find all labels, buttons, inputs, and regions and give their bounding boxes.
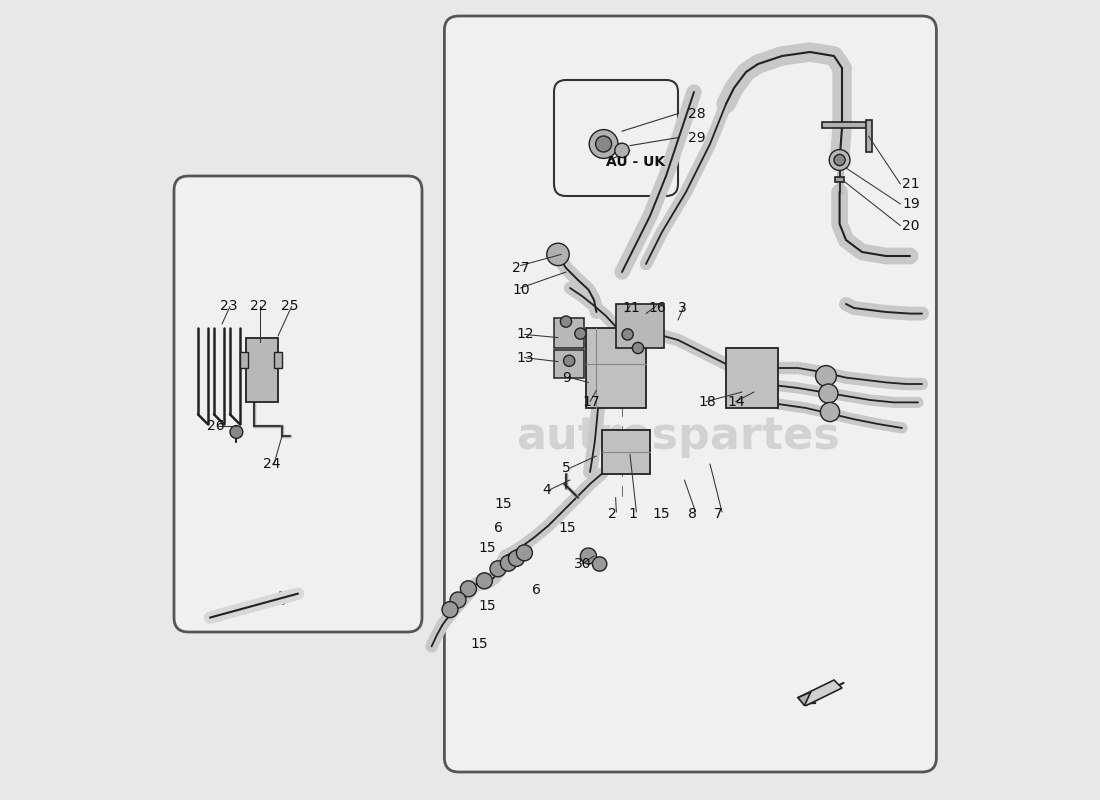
Bar bbox=[554, 350, 584, 378]
Text: 26: 26 bbox=[207, 418, 224, 433]
Circle shape bbox=[590, 130, 618, 158]
Circle shape bbox=[508, 550, 525, 566]
Text: 14: 14 bbox=[727, 394, 745, 409]
Text: 18: 18 bbox=[698, 394, 716, 409]
Text: 15: 15 bbox=[470, 637, 487, 651]
FancyBboxPatch shape bbox=[444, 16, 936, 772]
Text: 17: 17 bbox=[582, 394, 600, 409]
Text: 15: 15 bbox=[558, 521, 575, 535]
Bar bbox=[822, 122, 870, 128]
Text: 15: 15 bbox=[494, 497, 512, 511]
Text: 29: 29 bbox=[688, 130, 705, 145]
Text: 6: 6 bbox=[531, 582, 540, 597]
Text: 28: 28 bbox=[688, 106, 705, 121]
Text: 8: 8 bbox=[688, 506, 696, 521]
Text: 13: 13 bbox=[516, 350, 534, 365]
Text: 23: 23 bbox=[220, 299, 238, 314]
Bar bbox=[835, 163, 845, 168]
Circle shape bbox=[230, 426, 243, 438]
Circle shape bbox=[818, 384, 838, 403]
Circle shape bbox=[476, 573, 493, 589]
Text: 30: 30 bbox=[574, 557, 592, 571]
Text: 27: 27 bbox=[513, 261, 530, 275]
Polygon shape bbox=[798, 692, 811, 706]
Text: 22: 22 bbox=[250, 299, 267, 314]
Circle shape bbox=[621, 329, 634, 340]
Circle shape bbox=[442, 602, 458, 618]
Text: 16: 16 bbox=[648, 301, 667, 315]
Text: 21: 21 bbox=[902, 177, 920, 191]
Circle shape bbox=[593, 557, 607, 571]
Bar bbox=[554, 318, 584, 348]
Bar bbox=[835, 177, 845, 182]
Text: AU - UK: AU - UK bbox=[606, 154, 666, 169]
Circle shape bbox=[450, 592, 466, 608]
Text: 9: 9 bbox=[562, 370, 571, 385]
Circle shape bbox=[560, 316, 572, 327]
Text: 6: 6 bbox=[494, 521, 503, 535]
Text: 3: 3 bbox=[678, 301, 686, 315]
Text: 20: 20 bbox=[902, 218, 920, 233]
Bar bbox=[726, 348, 778, 408]
Circle shape bbox=[834, 154, 845, 166]
Text: 25: 25 bbox=[282, 299, 299, 314]
Circle shape bbox=[595, 136, 612, 152]
Text: 4: 4 bbox=[542, 482, 551, 497]
Circle shape bbox=[581, 548, 596, 564]
Text: 11: 11 bbox=[621, 301, 640, 315]
Polygon shape bbox=[798, 680, 842, 706]
Text: 5: 5 bbox=[562, 461, 571, 475]
Text: 15: 15 bbox=[652, 506, 670, 521]
Circle shape bbox=[500, 555, 516, 571]
Text: 15: 15 bbox=[478, 541, 496, 555]
Circle shape bbox=[829, 150, 850, 170]
Circle shape bbox=[615, 143, 629, 158]
Bar bbox=[586, 328, 646, 408]
Text: 10: 10 bbox=[513, 282, 530, 297]
Circle shape bbox=[547, 243, 569, 266]
Bar bbox=[602, 430, 650, 474]
Circle shape bbox=[821, 402, 839, 422]
Circle shape bbox=[461, 581, 476, 597]
Circle shape bbox=[563, 355, 575, 366]
Circle shape bbox=[516, 545, 532, 561]
Text: 7: 7 bbox=[714, 506, 723, 521]
Circle shape bbox=[575, 328, 586, 339]
Bar bbox=[241, 352, 249, 368]
Text: 24: 24 bbox=[263, 457, 280, 471]
Text: 15: 15 bbox=[478, 598, 496, 613]
Text: 2: 2 bbox=[608, 506, 617, 521]
Circle shape bbox=[815, 366, 836, 386]
Bar bbox=[616, 304, 663, 348]
FancyBboxPatch shape bbox=[554, 80, 678, 196]
Circle shape bbox=[490, 561, 506, 577]
Text: autrospartes: autrospartes bbox=[516, 414, 840, 458]
Text: 19: 19 bbox=[902, 197, 920, 211]
Bar bbox=[246, 338, 278, 402]
Bar bbox=[274, 352, 282, 368]
Circle shape bbox=[632, 342, 644, 354]
Text: 12: 12 bbox=[516, 327, 534, 342]
FancyBboxPatch shape bbox=[174, 176, 422, 632]
Bar bbox=[866, 120, 872, 152]
Text: 1: 1 bbox=[628, 506, 637, 521]
